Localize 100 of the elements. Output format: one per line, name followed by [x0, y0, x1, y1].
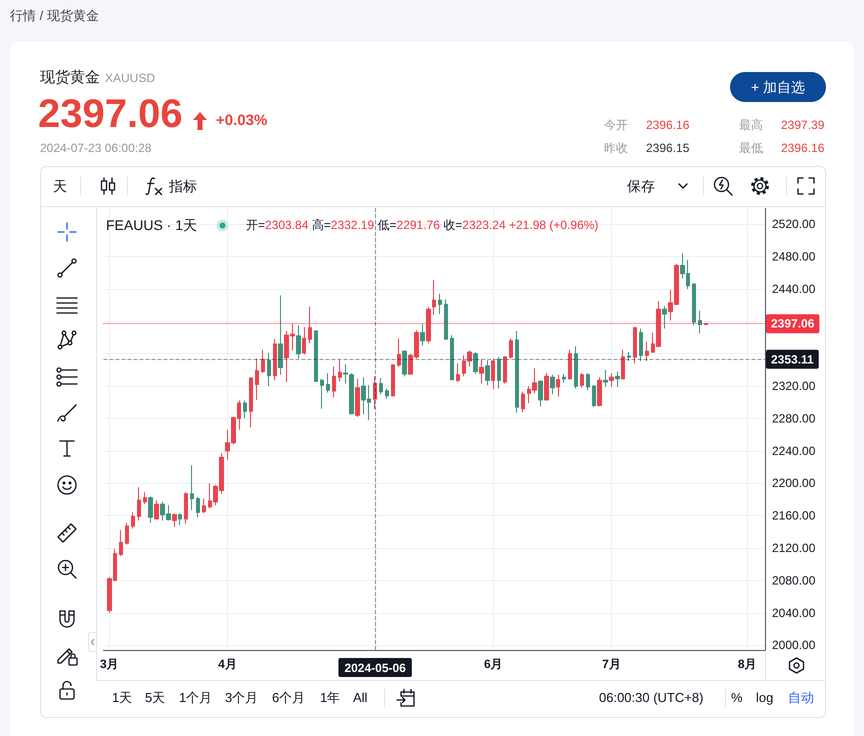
candlestick	[243, 400, 247, 419]
candlestick	[326, 372, 330, 394]
candlestick	[391, 364, 395, 398]
text: 2396.15	[646, 141, 690, 155]
candlestick	[255, 358, 259, 400]
candlestick	[580, 372, 584, 388]
text: 1个月	[179, 690, 212, 705]
text: 2397.39	[781, 118, 824, 132]
candlestick	[438, 293, 442, 315]
candlestick	[621, 349, 625, 380]
candlestick	[332, 366, 336, 398]
candlestick	[509, 338, 513, 360]
candlestick	[320, 378, 324, 410]
candlestick	[609, 372, 614, 388]
candlestick	[196, 496, 200, 518]
text: 保存	[627, 178, 655, 194]
candlestick	[473, 352, 478, 374]
text: 6个月	[272, 690, 306, 705]
y-tick-label: 2080.00	[772, 573, 816, 588]
y-tick-label: 2440.00	[772, 282, 816, 296]
candlestick	[550, 374, 555, 395]
candlestick	[633, 326, 637, 364]
candlestick	[515, 330, 519, 414]
candlestick	[249, 376, 253, 428]
candlestick	[355, 378, 360, 418]
text: 今开	[604, 118, 628, 132]
candlestick	[343, 364, 348, 384]
ref-line-label: 2353.11	[771, 352, 814, 366]
candlestick	[420, 323, 425, 346]
y-tick-label: 2000.00	[772, 638, 816, 652]
candlestick	[574, 346, 578, 390]
candlestick	[308, 306, 312, 344]
candlestick	[148, 496, 153, 524]
text: 1年	[320, 690, 340, 705]
candlestick	[202, 498, 206, 514]
candlestick	[692, 282, 696, 326]
candlestick	[562, 373, 566, 384]
candlestick	[125, 522, 129, 546]
y-tick-label: 2520.00	[772, 217, 816, 232]
text: 5天	[145, 690, 166, 705]
candlestick	[143, 492, 147, 505]
y-tick-label: 2120.00	[772, 541, 816, 555]
y-tick-label: 2160.00	[772, 508, 816, 523]
ref-line-label: 2397.06	[771, 316, 815, 331]
x-tick-label: 2024-05-06	[344, 661, 406, 675]
y-tick-label: 2320.00	[772, 379, 816, 394]
candlestick	[338, 358, 342, 382]
text: 自动	[788, 690, 814, 705]
candlestick	[190, 464, 194, 510]
text: 开=2303.84 高=2332.19 低=2291.76 收=2323.24 +21.98 (+0.96%)	[246, 218, 598, 232]
text: 2396.16	[646, 118, 690, 132]
candlestick	[485, 360, 490, 386]
candlestick	[302, 326, 306, 356]
x-tick-label: 6月	[484, 657, 503, 671]
candlestick	[379, 378, 383, 395]
candlestick	[615, 371, 620, 388]
candlestick	[479, 358, 484, 384]
candlestick	[402, 350, 407, 377]
candlestick	[426, 306, 431, 344]
y-tick-label: 2200.00	[772, 476, 816, 490]
text: %	[731, 690, 743, 705]
y-tick-label: 2280.00	[772, 411, 816, 426]
candlestick	[296, 324, 301, 360]
candlestick	[278, 294, 283, 376]
candlestick	[521, 391, 525, 412]
candlestick	[544, 372, 549, 402]
y-tick-label: 2480.00	[772, 250, 816, 264]
candlestick	[662, 305, 667, 330]
candlestick	[603, 369, 608, 388]
chart-title: 现货黄金	[40, 69, 100, 86]
candlestick	[137, 486, 141, 521]
text: 行情 / 现货黄金	[10, 8, 99, 23]
candlestick	[597, 376, 602, 407]
candlestick	[314, 330, 318, 383]
text: log	[756, 690, 774, 705]
candlestick	[592, 384, 596, 408]
candlestick	[639, 328, 643, 362]
candlestick	[491, 358, 495, 390]
candlestick	[178, 512, 182, 526]
candlestick	[172, 512, 177, 528]
chart-subtitle: XAUUSD	[105, 71, 156, 85]
candlestick	[184, 492, 188, 524]
candlestick	[385, 388, 389, 400]
candlestick	[154, 500, 159, 520]
candlestick	[432, 280, 436, 316]
candlestick	[444, 298, 448, 340]
candlestick	[568, 349, 572, 380]
candlestick	[556, 374, 560, 398]
text: 天	[53, 178, 67, 194]
y-tick-label: 2240.00	[772, 444, 816, 458]
text: 2396.16	[781, 141, 824, 155]
text: 最低	[739, 141, 763, 155]
text: 06:00:30 (UTC+8)	[599, 690, 704, 705]
text: 3个月	[225, 690, 258, 705]
candlestick	[131, 512, 135, 530]
x-tick-label: 3月	[100, 657, 119, 671]
text: +0.03%	[216, 112, 268, 129]
candlestick	[267, 352, 271, 387]
candlestick	[497, 356, 501, 390]
text: + 加自选	[750, 79, 806, 95]
